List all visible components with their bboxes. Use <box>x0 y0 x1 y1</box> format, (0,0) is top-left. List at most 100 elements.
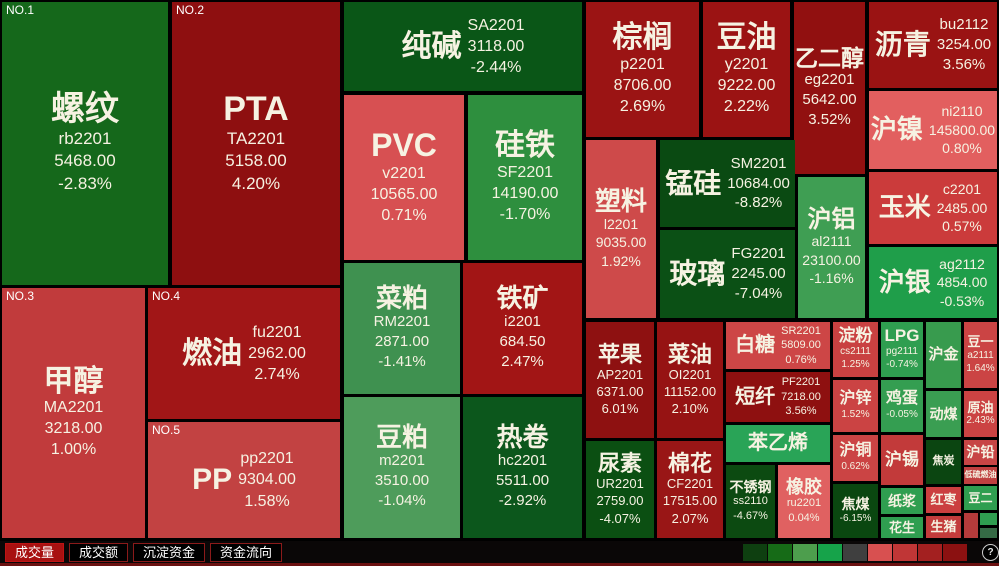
tile-pct: -0.74% <box>886 359 918 371</box>
tile-name: LPG <box>884 326 920 346</box>
tile-oi2201[interactable]: 菜油 OI2201 11152.00 2.10% <box>657 322 723 438</box>
tile-sr2201[interactable]: 白糖 SR2201 5809.00 0.76% <box>726 322 830 369</box>
legend-swatch-2 <box>768 543 792 561</box>
tile-micro-2[interactable] <box>980 513 997 525</box>
tile-name: 棉花 <box>667 451 712 477</box>
tile-price: 10684.00 <box>727 174 790 192</box>
tile-pct: -7.04% <box>734 284 783 302</box>
tile-thermal-coal[interactable]: 动煤 <box>926 391 961 437</box>
help-icon[interactable]: ? <box>982 543 999 561</box>
tile-low-sulfur-fuel[interactable]: 低硫燃油 <box>964 467 997 484</box>
tile-bu2112[interactable]: 沥青 bu2112 3254.00 3.56% <box>869 2 997 88</box>
tile-gold[interactable]: 沪金 <box>926 322 961 388</box>
tile-crude-oil[interactable]: 原油 2.43% <box>964 391 997 437</box>
tile-ag2112[interactable]: 沪银 ag2112 4854.00 -0.53% <box>869 247 997 318</box>
tile-code: OI2201 <box>668 366 712 382</box>
tile-code: cs2111 <box>840 346 871 358</box>
tile-y2201[interactable]: 豆油 y2201 9222.00 2.22% <box>703 2 790 137</box>
tile-lead[interactable]: 沪铅 <box>964 440 997 465</box>
tile-micro-3[interactable] <box>980 528 997 538</box>
tile-fu2201[interactable]: NO.4 燃油 fu2201 2962.00 2.74% <box>148 288 340 419</box>
tile-c2201[interactable]: 玉米 c2201 2485.00 0.57% <box>869 172 997 244</box>
tile-code: m2201 <box>379 452 425 470</box>
tile-name: 纯碱 <box>401 29 462 63</box>
tile-pct: 0.57% <box>942 218 982 235</box>
tile-code: al2111 <box>811 233 852 250</box>
tile-name: 橡胶 <box>786 476 822 497</box>
tile-pf2201[interactable]: 短纤 PF2201 7218.00 3.56% <box>726 372 830 422</box>
tile-ni2110[interactable]: 沪镍 ni2110 145800.00 0.80% <box>869 91 997 169</box>
tile-hog[interactable]: 生猪 <box>926 516 961 538</box>
tile-peanut[interactable]: 花生 <box>881 517 923 538</box>
tile-price: 10565.00 <box>370 185 438 203</box>
tile-pct: 4.20% <box>231 173 281 193</box>
tile-ru2201[interactable]: 橡胶 ru2201 0.04% <box>778 465 830 538</box>
tile-styrene[interactable]: 苯乙烯 <box>726 425 830 462</box>
tile-jujube[interactable]: 红枣 <box>926 487 961 513</box>
tile-fg2201[interactable]: 玻璃 FG2201 2245.00 -7.04% <box>660 230 795 318</box>
tab-turnover[interactable]: 成交额 <box>69 542 129 562</box>
tile-pct: 1.92% <box>601 252 641 269</box>
tile-cs2111[interactable]: 淀粉 cs2111 1.25% <box>833 322 878 377</box>
tile-name: 低硫燃油 <box>964 470 997 480</box>
tile-name: 塑料 <box>594 185 647 216</box>
tile-name: 红枣 <box>930 492 957 508</box>
tile-egg[interactable]: 鸡蛋 -0.05% <box>881 380 923 432</box>
tile-p2201[interactable]: 棕榈 p2201 8706.00 2.69% <box>586 2 699 137</box>
tile-pulp[interactable]: 纸浆 <box>881 488 923 514</box>
tile-copper[interactable]: 沪铜 0.62% <box>833 435 878 481</box>
tile-sa2201[interactable]: 纯碱 SA2201 3118.00 -2.44% <box>344 2 582 91</box>
tile-ap2201[interactable]: 苹果 AP2201 6371.00 6.01% <box>586 322 654 438</box>
tile-values: ni2110 145800.00 0.80% <box>929 102 995 157</box>
tile-al2111[interactable]: 沪铝 al2111 23100.00 -1.16% <box>798 177 865 318</box>
tile-zinc[interactable]: 沪锌 1.52% <box>833 380 878 432</box>
tile-coking-coal[interactable]: 焦煤 -6.15% <box>833 484 878 538</box>
tile-name: 沪铝 <box>807 206 856 234</box>
tab-deposited-funds[interactable]: 沉淀资金 <box>133 542 206 562</box>
tile-values: SA2201 3118.00 -2.44% <box>468 15 525 78</box>
tile-price: 11152.00 <box>663 383 717 399</box>
tile-rb2201[interactable]: NO.1 螺纹 rb2201 5468.00 -2.83% <box>2 2 168 285</box>
tile-pp2201[interactable]: NO.5 PP pp2201 9304.00 1.58% <box>148 422 340 538</box>
tile-ta2201[interactable]: NO.2 PTA TA2201 5158.00 4.20% <box>172 2 340 285</box>
tile-code: p2201 <box>620 55 665 73</box>
tile-price: 8706.00 <box>613 76 672 94</box>
tile-eg2201[interactable]: 乙二醇 eg2201 5642.00 3.52% <box>794 2 865 174</box>
tile-ur2201[interactable]: 尿素 UR2201 2759.00 -4.07% <box>586 441 654 538</box>
tile-values: c2201 2485.00 0.57% <box>937 180 988 235</box>
tile-price: 6371.00 <box>596 383 644 399</box>
tile-ss2110[interactable]: 不锈钢 ss2110 -4.67% <box>726 465 775 538</box>
tile-sf2201[interactable]: 硅铁 SF2201 14190.00 -1.70% <box>468 95 582 260</box>
tab-volume[interactable]: 成交量 <box>5 542 65 562</box>
tile-name: 纸浆 <box>888 492 916 509</box>
tile-values: ag2112 4854.00 -0.53% <box>937 255 988 310</box>
tile-pct: -2.83% <box>58 173 112 193</box>
tile-price: 9035.00 <box>595 234 647 251</box>
tile-pct: -4.67% <box>733 509 768 522</box>
tile-pg2111[interactable]: LPG pg2111 -0.74% <box>881 322 923 377</box>
tile-a2111[interactable]: 豆一 a2111 1.64% <box>964 322 997 388</box>
tile-soybean-no2[interactable]: 豆二 <box>964 486 997 510</box>
tile-micro-1[interactable] <box>964 513 978 538</box>
tile-cf2201[interactable]: 棉花 CF2201 17515.00 2.07% <box>657 441 723 538</box>
tile-i2201[interactable]: 铁矿 i2201 684.50 2.47% <box>463 263 582 394</box>
tile-price: 3218.00 <box>44 420 103 438</box>
tile-name: 不锈钢 <box>729 478 772 495</box>
tile-m2201[interactable]: 豆粕 m2201 3510.00 -1.04% <box>344 397 460 538</box>
tile-name: 硅铁 <box>495 129 555 163</box>
tile-pct: 2.43% <box>966 415 995 427</box>
tab-fund-flow[interactable]: 资金流向 <box>210 542 283 562</box>
tile-name: 棕榈 <box>612 21 673 55</box>
tile-code: bu2112 <box>939 16 989 34</box>
tile-ma2201[interactable]: NO.3 甲醇 MA2201 3218.00 1.00% <box>2 288 145 538</box>
tile-hc2201[interactable]: 热卷 hc2201 5511.00 -2.92% <box>463 397 582 538</box>
tile-name: 沪银 <box>878 266 931 297</box>
tile-sm2201[interactable]: 锰硅 SM2201 10684.00 -8.82% <box>660 140 795 227</box>
tile-coke[interactable]: 焦炭 <box>926 440 961 484</box>
tile-rank: NO.1 <box>6 3 35 17</box>
tile-v2201[interactable]: PVC v2201 10565.00 0.71% <box>344 95 464 260</box>
tile-tin[interactable]: 沪锡 <box>881 435 923 485</box>
tile-rm2201[interactable]: 菜粕 RM2201 2871.00 -1.41% <box>344 263 460 394</box>
tile-l2201[interactable]: 塑料 l2201 9035.00 1.92% <box>586 140 656 318</box>
tile-price: 23100.00 <box>802 251 861 268</box>
